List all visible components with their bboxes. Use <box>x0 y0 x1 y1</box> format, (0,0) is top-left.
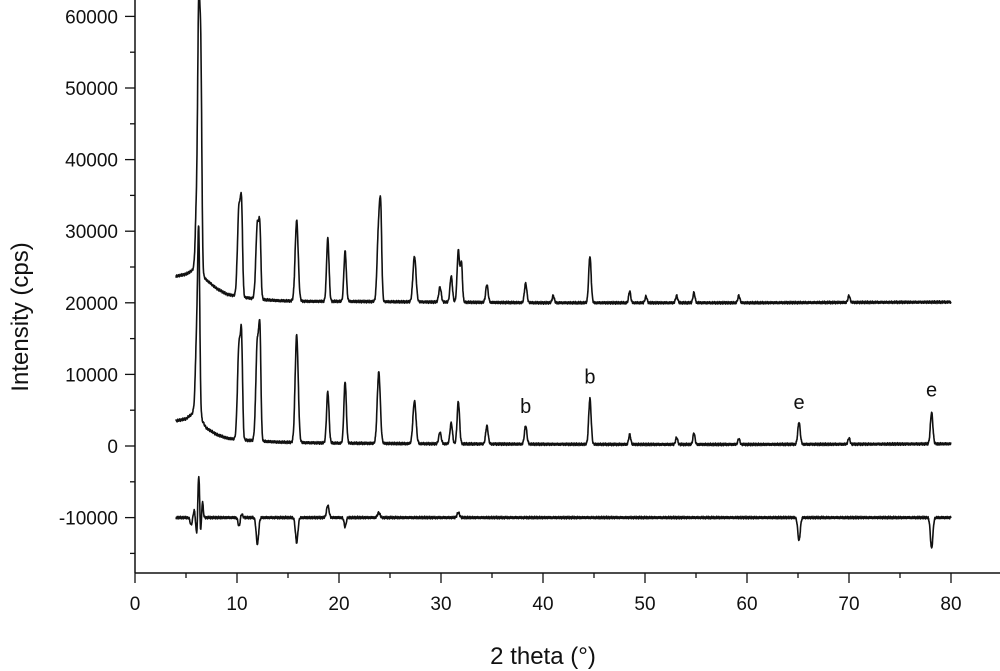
x-tick-label: 20 <box>328 594 349 615</box>
y-tick-label: -10000 <box>59 509 118 530</box>
series-line-2 <box>175 225 952 447</box>
axes: 0 10 20 30 40 50 60 70 80 -10000 0 10000 20000 30000 4… <box>59 0 1000 615</box>
peak-annotation: b <box>584 367 595 389</box>
x-tick-label: 70 <box>838 594 859 615</box>
y-tick-label: 50000 <box>65 79 118 100</box>
y-tick-label: 60000 <box>65 7 118 28</box>
x-tick-label: 50 <box>634 594 655 615</box>
x-tick-label: 60 <box>736 594 757 615</box>
y-tick-label: 30000 <box>65 222 118 243</box>
x-tick-label: 30 <box>430 594 451 615</box>
y-tick-label: 20000 <box>65 294 118 315</box>
series-line-3 <box>175 475 952 549</box>
x-tick-label: 80 <box>940 594 961 615</box>
series-line-1 <box>175 0 952 305</box>
x-tick-label: 10 <box>226 594 247 615</box>
peak-annotation: b <box>520 396 531 418</box>
y-tick-label: 0 <box>107 437 118 458</box>
x-axis-title: 2 theta (°) <box>490 643 596 670</box>
y-tick-label: 10000 <box>65 365 118 386</box>
y-tick-label: 40000 <box>65 151 118 172</box>
x-tick-label: 0 <box>130 594 141 615</box>
y-axis-title: Intensity (cps) <box>7 242 34 391</box>
series-layer <box>175 0 952 549</box>
annotation-layer: b b e e <box>520 367 937 418</box>
x-tick-label: 40 <box>532 594 553 615</box>
peak-annotation: e <box>793 392 804 414</box>
peak-annotation: e <box>926 380 937 402</box>
